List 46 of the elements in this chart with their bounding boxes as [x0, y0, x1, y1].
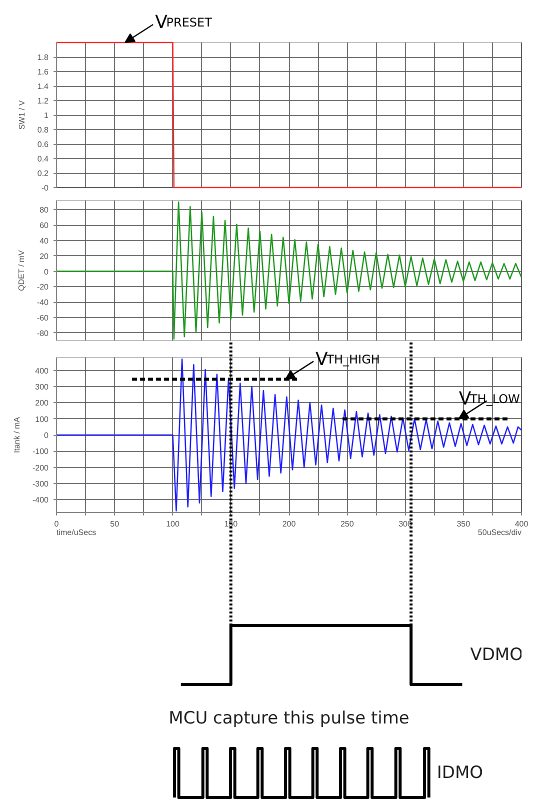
- y-tick-label: 0: [44, 431, 50, 440]
- y-tick-label: 0.8: [37, 126, 50, 134]
- y-tick-label: -20: [36, 282, 50, 292]
- text: 50uSecs/div: [478, 528, 522, 537]
- x-tick-label: 0: [54, 520, 60, 528]
- y-tick-label: -80: [36, 328, 50, 338]
- y-tick-label: -0: [41, 184, 50, 192]
- annotation: VTH_LOW: [458, 388, 520, 410]
- y-axis-title: QDET / mV: [16, 250, 26, 291]
- y-tick-label: 1: [44, 111, 50, 120]
- y-tick-label: 1.2: [37, 96, 50, 106]
- x-tick-label: 200: [282, 520, 296, 528]
- y-axis-title: SW1 / V: [17, 100, 26, 130]
- x-tick-label: 400: [514, 520, 529, 528]
- y-tick-label: 0.6: [37, 140, 50, 149]
- y-tick-label: 20: [40, 252, 50, 261]
- y-tick-label: 60: [40, 221, 50, 230]
- y-tick-label: 40: [40, 236, 50, 246]
- y-tick-label: 100: [35, 414, 50, 424]
- y-tick-label: 1.4: [37, 82, 50, 91]
- y-tick-label: 1.8: [37, 53, 50, 62]
- x-tick-label: 350: [456, 520, 471, 528]
- y-tick-label: 300: [35, 382, 50, 392]
- y-tick-label: -400: [32, 496, 50, 505]
- x-axis-title: time/uSecs: [56, 528, 96, 537]
- y-tick-label: 80: [40, 206, 50, 215]
- x-tick-label: 100: [166, 520, 180, 528]
- y-axis-title: Itank / mA: [12, 416, 22, 454]
- y-tick-label: -100: [32, 447, 50, 456]
- x-tick-label: 250: [340, 520, 354, 528]
- y-tick-label: 0: [44, 267, 50, 276]
- series-label: IDMO: [436, 763, 484, 783]
- y-tick-label: -40: [36, 298, 50, 308]
- x-tick-label: 300: [398, 520, 412, 528]
- y-tick-label: 400: [35, 366, 50, 376]
- y-tick-label: -300: [32, 479, 50, 488]
- y-tick-label: -200: [32, 463, 50, 472]
- x-tick-label: 50: [110, 520, 120, 528]
- y-tick-label: 0.4: [37, 154, 50, 164]
- text: MCU capture this pulse time: [168, 708, 410, 728]
- annotation: VPRESET: [155, 12, 213, 33]
- y-tick-label: 200: [35, 398, 50, 408]
- y-tick-label: 1.6: [37, 68, 50, 76]
- y-tick-label: 0.2: [37, 169, 50, 178]
- y-tick-label: -60: [36, 313, 50, 322]
- annotation: VTH_HIGH: [316, 348, 380, 370]
